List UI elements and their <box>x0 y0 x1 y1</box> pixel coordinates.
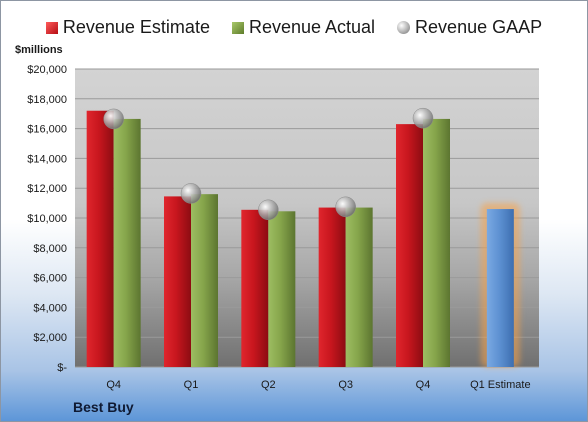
legend-label-estimate: Revenue Estimate <box>62 17 210 37</box>
bar-estimate <box>396 124 423 367</box>
y-tick-label: $- <box>57 362 67 374</box>
legend-label-gaap: Revenue GAAP <box>415 17 543 37</box>
bar-actual <box>423 118 450 367</box>
x-tick-label: Q4 <box>416 379 431 391</box>
x-tick-label: Q1 <box>184 379 199 391</box>
x-axis-ticks: Q4 Q1 Q2 Q3 Q4 Q1 Estimate <box>106 379 530 391</box>
y-tick-label: $10,000 <box>27 213 67 225</box>
x-tick-label: Q4 <box>106 379 121 391</box>
y-tick-label: $8,000 <box>33 243 67 255</box>
y-axis-unit-label: $millions <box>15 44 63 56</box>
marker-gaap <box>335 196 356 218</box>
marker-gaap <box>180 183 202 204</box>
legend-swatch-gaap <box>397 21 411 34</box>
bar-estimate <box>86 110 114 367</box>
bar-actual <box>268 211 296 367</box>
gaap-markers <box>103 107 434 221</box>
x-tick-label: Q2 <box>261 379 276 391</box>
bar-estimate <box>318 207 346 367</box>
bar-actual <box>191 194 218 367</box>
x-tick-label: Q3 <box>338 379 353 391</box>
bar-actual <box>113 118 141 367</box>
y-tick-label: $14,000 <box>27 153 67 165</box>
y-tick-label: $16,000 <box>27 124 67 136</box>
bar-estimate <box>241 209 269 367</box>
legend-label-actual: Revenue Actual <box>248 17 376 37</box>
marker-gaap <box>103 108 124 130</box>
company-name: Best Buy <box>73 399 134 415</box>
y-tick-label: $18,000 <box>27 94 67 106</box>
y-tick-label: $20,000 <box>27 64 67 76</box>
legend-item-actual: Revenue Actual <box>231 17 376 38</box>
y-axis-ticks: $- $2,000 $4,000 $6,000 $8,000 $10,000 $12,000… <box>27 64 67 374</box>
x-tick-label: Q1 Estimate <box>470 379 531 391</box>
y-tick-label: $2,000 <box>33 332 67 344</box>
legend-swatch-estimate <box>45 21 58 34</box>
bars <box>86 110 520 367</box>
y-tick-label: $4,000 <box>33 302 67 314</box>
legend-item-estimate: Revenue Estimate <box>45 17 210 38</box>
bar-actual <box>345 207 373 367</box>
y-tick-label: $12,000 <box>27 183 67 195</box>
marker-gaap <box>258 199 279 221</box>
y-tick-label: $6,000 <box>33 273 67 285</box>
bar-estimate <box>164 196 191 367</box>
gridlines <box>75 68 539 368</box>
marker-gaap <box>412 107 434 129</box>
legend-item-gaap: Revenue GAAP <box>397 17 542 38</box>
bar-estimate-forecast <box>486 209 514 367</box>
legend: Revenue Estimate Revenue Actual Revenue … <box>1 17 587 38</box>
legend-swatch-actual <box>231 21 244 34</box>
